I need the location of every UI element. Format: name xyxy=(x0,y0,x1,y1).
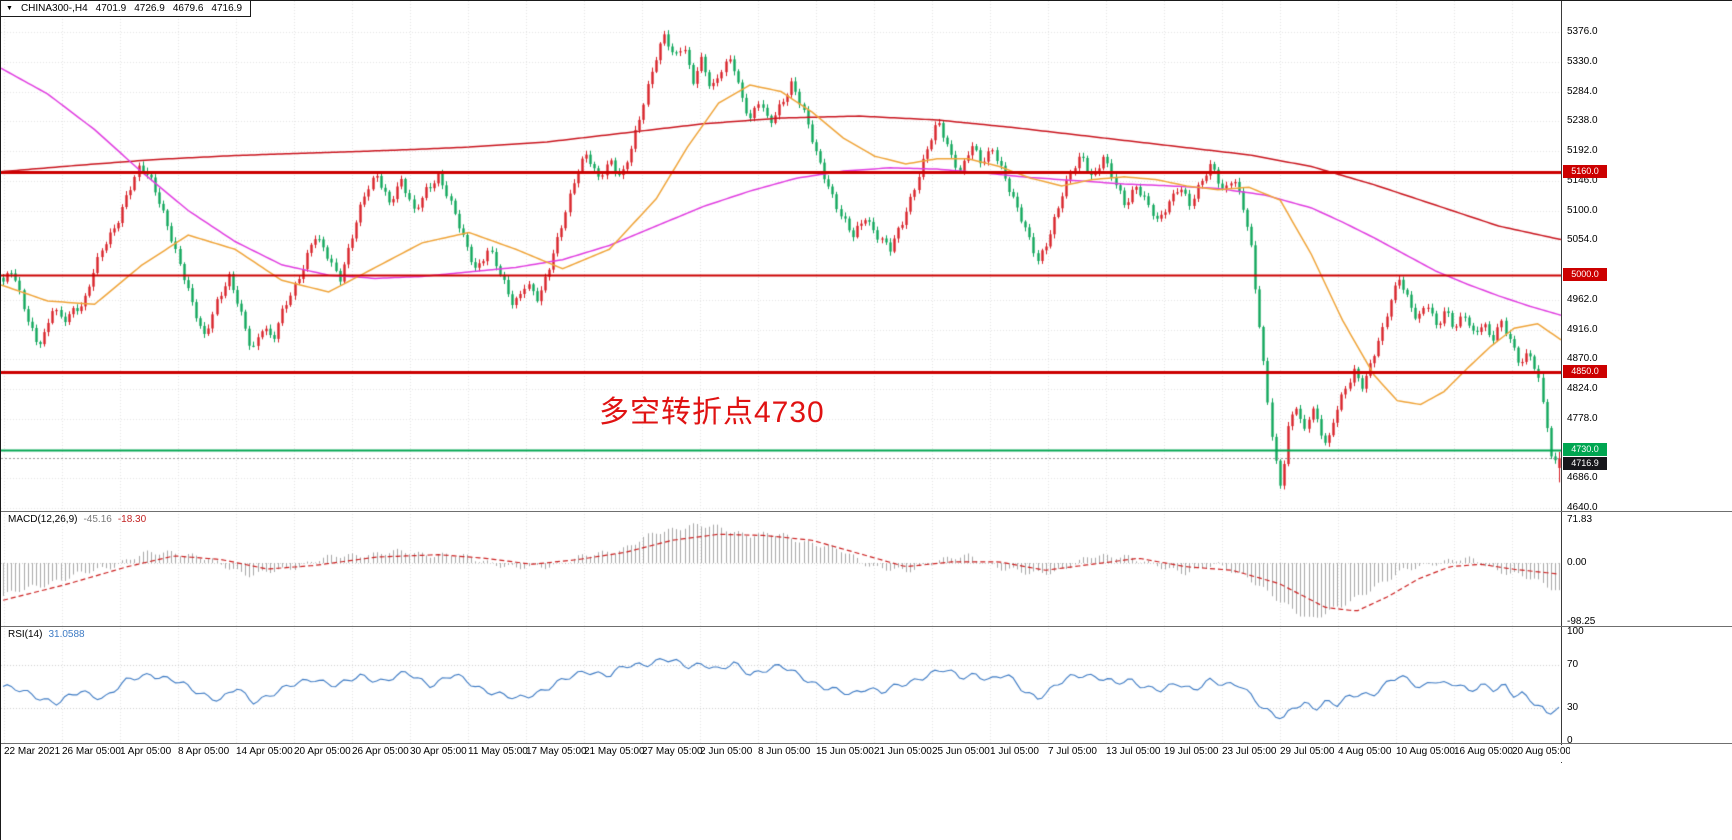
ohlc-high: 4726.9 xyxy=(134,3,165,14)
time-label: 19 Jul 05:00 xyxy=(1164,746,1219,757)
price-tick: 5146.0 xyxy=(1567,174,1598,186)
macd-indicator-label: MACD(12,26,9) -45.16 -18.30 xyxy=(8,514,146,525)
pane-separator-macd[interactable] xyxy=(1,511,1732,512)
time-axis-separator xyxy=(1,743,1732,744)
time-label: 1 Apr 05:00 xyxy=(120,746,172,757)
symbol-info-box: ▼ CHINA300-,H4 4701.9 4726.9 4679.6 4716… xyxy=(1,1,252,17)
rsi-tick: 30 xyxy=(1567,702,1579,714)
time-axis[interactable]: 22 Mar 2021 26 Mar 05:00 1 Apr 05:00 8 Apr … xyxy=(1,745,1570,762)
time-label: 7 Jul 05:00 xyxy=(1048,746,1097,757)
price-tick: 4778.0 xyxy=(1567,412,1598,424)
time-label: 25 Jun 05:00 xyxy=(932,746,990,757)
price-tick: 4870.0 xyxy=(1567,353,1598,365)
time-label: 21 Jun 05:00 xyxy=(874,746,932,757)
price-tick: 4916.0 xyxy=(1567,323,1598,335)
time-label: 20 Apr 05:00 xyxy=(294,746,351,757)
rsi-name: RSI(14) xyxy=(8,629,43,640)
rsi-tick: 0 xyxy=(1567,735,1573,746)
time-label: 26 Apr 05:00 xyxy=(352,746,409,757)
rsi-tick: 100 xyxy=(1567,626,1584,637)
symbol-marker-icon[interactable]: ▼ xyxy=(6,5,13,12)
price-tick: 5376.0 xyxy=(1567,26,1598,37)
time-label: 16 Aug 05:00 xyxy=(1454,746,1513,757)
ohlc-close: 4716.9 xyxy=(211,3,243,14)
time-label: 22 Mar 2021 xyxy=(4,746,61,757)
price-tick: 5238.0 xyxy=(1567,115,1598,127)
time-label: 20 Aug 05:00 xyxy=(1512,746,1570,757)
level-price-label: 4850.0 xyxy=(1563,365,1607,379)
price-tick: 5330.0 xyxy=(1567,55,1598,67)
price-tick: 5100.0 xyxy=(1567,204,1598,216)
time-label: 13 Jul 05:00 xyxy=(1106,746,1161,757)
trend-annotation[interactable]: 多空转折点4730 xyxy=(599,396,825,429)
price-axis[interactable]: 5376.0 5330.0 5284.0 5238.0 5192.0 5146.0 5100… xyxy=(1561,1,1732,763)
macd-tick: 71.83 xyxy=(1567,514,1593,525)
macd-signal-value: -18.30 xyxy=(117,514,147,525)
level-price-label: 5160.0 xyxy=(1563,164,1607,178)
price-tick: 4640.0 xyxy=(1567,502,1598,513)
price-tick: 5192.0 xyxy=(1567,145,1598,156)
price-tick: 5284.0 xyxy=(1567,85,1598,97)
time-label: 10 Aug 05:00 xyxy=(1396,746,1455,757)
level-price-label: 5000.0 xyxy=(1563,268,1607,282)
rsi-value: 31.0588 xyxy=(48,629,85,640)
time-label: 29 Jul 05:00 xyxy=(1280,746,1335,757)
time-label: 21 May 05:00 xyxy=(584,746,645,757)
time-label: 4 Aug 05:00 xyxy=(1338,746,1392,757)
price-tick: 5054.0 xyxy=(1567,234,1598,246)
time-label: 26 Mar 05:00 xyxy=(62,746,121,757)
price-tick: 4824.0 xyxy=(1567,383,1598,394)
current-price-label: 4716.9 xyxy=(1563,457,1607,471)
time-label: 23 Jul 05:00 xyxy=(1222,746,1277,757)
level-price-label: 4730.0 xyxy=(1563,442,1607,456)
time-label: 8 Jun 05:00 xyxy=(758,746,811,757)
symbol-name: CHINA300-,H4 xyxy=(20,3,88,14)
time-label: 1 Jul 05:00 xyxy=(990,746,1039,757)
ohlc-low: 4679.6 xyxy=(172,3,204,14)
time-label: 14 Apr 05:00 xyxy=(236,746,293,757)
time-label: 8 Apr 05:00 xyxy=(178,746,230,757)
ohlc-open: 4701.9 xyxy=(95,3,127,14)
time-label: 2 Jun 05:00 xyxy=(700,746,753,757)
price-tick: 4962.0 xyxy=(1567,293,1598,305)
rsi-tick: 70 xyxy=(1567,658,1579,670)
macd-main-value: -45.16 xyxy=(83,514,112,525)
price-tick: 4686.0 xyxy=(1567,472,1598,484)
time-label: 27 May 05:00 xyxy=(642,746,703,757)
time-label: 30 Apr 05:00 xyxy=(410,746,467,757)
macd-tick: -98.25 xyxy=(1567,616,1596,627)
macd-tick: 0.00 xyxy=(1567,557,1587,569)
macd-name: MACD(12,26,9) xyxy=(8,514,78,525)
time-label: 11 May 05:00 xyxy=(468,746,528,757)
chart-plot-area[interactable] xyxy=(1,1,1561,744)
time-label: 17 May 05:00 xyxy=(526,746,587,757)
pane-separator-rsi[interactable] xyxy=(1,626,1732,627)
rsi-indicator-label: RSI(14) 31.0588 xyxy=(8,629,85,640)
time-label: 15 Jun 05:00 xyxy=(816,746,874,757)
